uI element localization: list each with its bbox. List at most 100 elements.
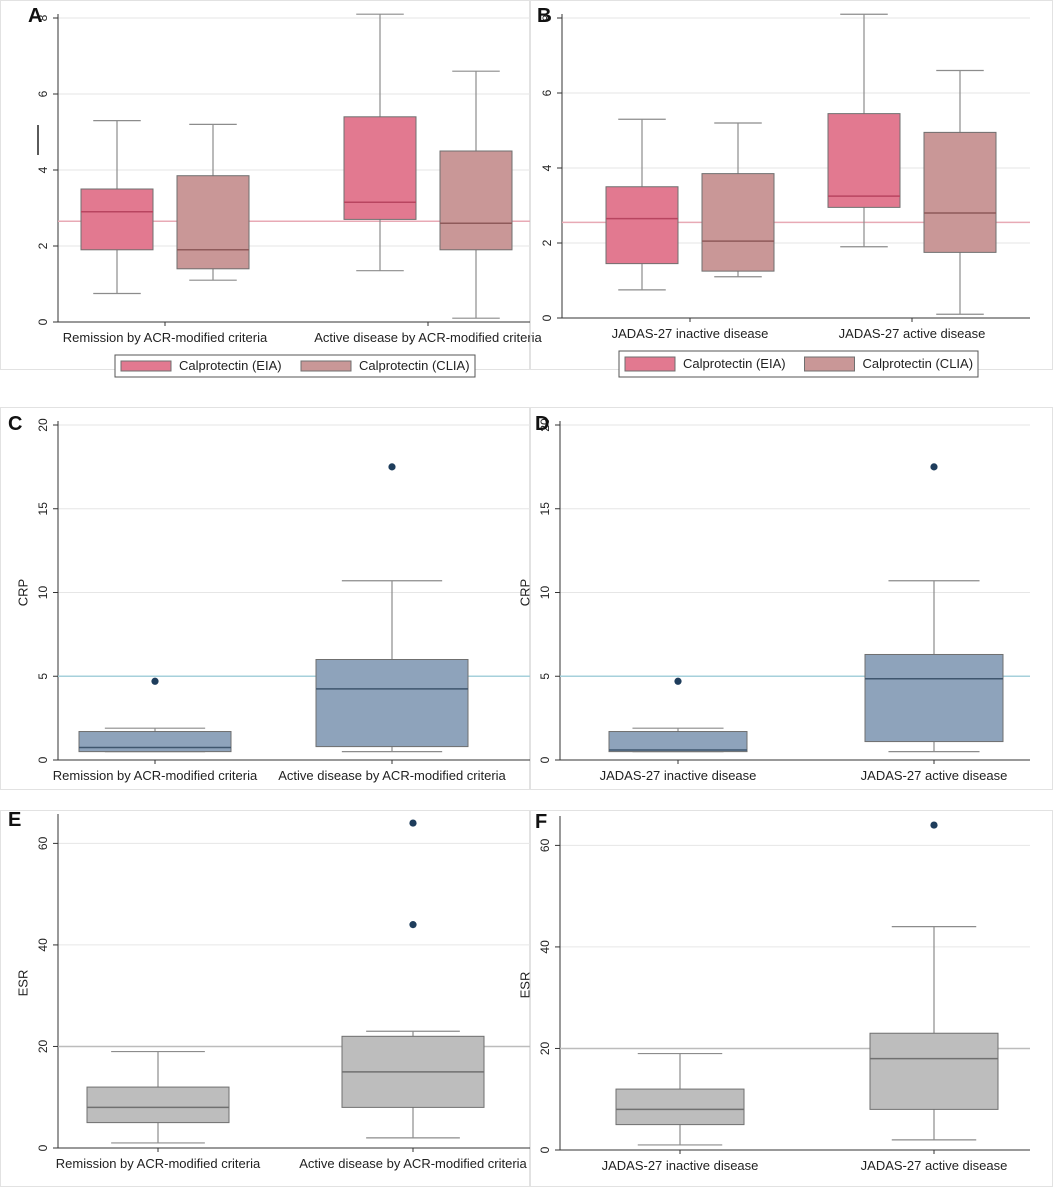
x-category-label: JADAS-27 active disease xyxy=(839,326,986,341)
panel-e: 0 20 40 60 ESR Remission by ACR-modified crit… xyxy=(0,809,530,1187)
y-tick-label: 20 xyxy=(36,1039,50,1053)
y-tick-label: 60 xyxy=(538,838,552,852)
box-iqr xyxy=(608,731,748,753)
box-crp xyxy=(78,727,232,753)
box-crp xyxy=(864,580,1004,753)
box-iqr xyxy=(923,131,997,253)
panel-frame xyxy=(0,810,530,1187)
box-iqr xyxy=(80,188,154,251)
box-iqr xyxy=(439,150,513,251)
legend-label: Calprotectin (CLIA) xyxy=(359,358,470,373)
y-tick-label: 6 xyxy=(36,90,50,97)
y-tick-label: 15 xyxy=(36,502,50,516)
box-esr xyxy=(86,1050,230,1144)
outlier-point xyxy=(409,921,417,929)
box-calprotectin-eia xyxy=(605,118,679,291)
y-tick-label: 0 xyxy=(36,756,50,763)
x-category-label: JADAS-27 inactive disease xyxy=(602,1158,759,1173)
x-category-label: JADAS-27 active disease xyxy=(861,768,1008,783)
x-category-label: JADAS-27 inactive disease xyxy=(612,326,769,341)
legend-label: Calprotectin (CLIA) xyxy=(863,356,974,371)
panel-frame xyxy=(0,407,530,790)
y-tick-label: 8 xyxy=(36,14,50,21)
y-tick-label: 4 xyxy=(540,164,554,171)
y-tick-label: 0 xyxy=(540,314,554,321)
y-axis-label: ESR xyxy=(15,970,30,997)
y-tick-label: 20 xyxy=(538,418,552,432)
x-category-label: Active disease by ACR-modified criteria xyxy=(278,768,506,783)
x-category-label: JADAS-27 active disease xyxy=(861,1158,1008,1173)
y-axis-label: ESR xyxy=(517,972,532,999)
panel-letter: E xyxy=(8,809,21,831)
box-calprotectin-clia xyxy=(701,122,775,278)
legend-swatch xyxy=(300,360,352,372)
box-iqr xyxy=(315,659,469,748)
legend: Calprotectin (EIA) Calprotectin (CLIA) xyxy=(618,350,979,378)
box-crp xyxy=(315,580,469,753)
y-tick-label: 5 xyxy=(538,673,552,680)
y-tick-label: 0 xyxy=(538,756,552,763)
box-calprotectin-clia xyxy=(923,69,997,315)
y-tick-label: 20 xyxy=(36,418,50,432)
y-tick-label: 4 xyxy=(36,166,50,173)
y-tick-label: 8 xyxy=(540,14,554,21)
box-iqr xyxy=(343,116,417,220)
x-category-label: Remission by ACR-modified criteria xyxy=(53,768,258,783)
panel-letter: D xyxy=(535,413,549,435)
y-tick-label: 0 xyxy=(36,1144,50,1151)
box-esr xyxy=(615,1052,745,1146)
panel-b: 0 2 4 6 8 JADAS-27 inactive disease JADAS-27 a… xyxy=(530,0,1053,378)
x-category-label: Remission by ACR-modified criteria xyxy=(56,1156,261,1171)
box-iqr xyxy=(86,1086,230,1124)
y-tick-label: 10 xyxy=(36,586,50,600)
outlier-point xyxy=(409,819,417,827)
outlier-point xyxy=(930,463,938,471)
box-iqr xyxy=(78,731,232,753)
box-calprotectin-eia xyxy=(80,119,154,295)
legend-label: Calprotectin (EIA) xyxy=(683,356,786,371)
y-tick-label: 5 xyxy=(36,673,50,680)
panel-a: 0 2 4 6 8 Remission by ACR-modified criteria A… xyxy=(0,0,543,378)
box-calprotectin-clia xyxy=(176,123,250,281)
panel-frame xyxy=(530,810,1053,1187)
panel-c: 0 5 10 15 20 CRP Remission by ACR-modified cri… xyxy=(0,407,530,790)
outlier-point xyxy=(388,463,396,471)
box-iqr xyxy=(176,175,250,270)
box-iqr xyxy=(615,1088,745,1126)
legend-swatch xyxy=(804,356,855,372)
legend-label: Calprotectin (EIA) xyxy=(179,358,282,373)
box-iqr xyxy=(869,1032,999,1110)
legend-swatch xyxy=(120,360,172,372)
box-esr xyxy=(341,1030,485,1139)
panel-letter: A xyxy=(28,5,42,27)
y-tick-label: 40 xyxy=(36,938,50,952)
y-tick-label: 40 xyxy=(538,940,552,954)
legend-box xyxy=(618,350,979,378)
panel-letter: B xyxy=(537,5,551,27)
outlier-point xyxy=(151,677,159,685)
legend-swatch xyxy=(624,356,676,372)
panel-d: 0 5 10 15 20 CRP JADAS-27 inactive disease JADA… xyxy=(517,407,1053,790)
outlier-point xyxy=(674,677,682,685)
x-category-label: JADAS-27 inactive disease xyxy=(600,768,757,783)
x-category-label: Active disease by ACR-modified criteria xyxy=(299,1156,527,1171)
box-iqr xyxy=(605,186,679,265)
x-category-label: Remission by ACR-modified criteria xyxy=(63,330,268,345)
panel-letter: F xyxy=(535,811,547,833)
outlier-point xyxy=(930,821,938,829)
x-category-label: Active disease by ACR-modified criteria xyxy=(314,330,542,345)
legend-box xyxy=(114,354,476,378)
y-axis-label: CRP xyxy=(15,579,30,606)
box-crp xyxy=(608,727,748,753)
y-tick-label: 15 xyxy=(538,502,552,516)
box-esr xyxy=(869,926,999,1141)
y-tick-label: 2 xyxy=(36,242,50,249)
y-tick-label: 20 xyxy=(538,1041,552,1055)
y-tick-label: 60 xyxy=(36,836,50,850)
box-iqr xyxy=(864,653,1004,743)
box-calprotectin-eia xyxy=(343,13,417,272)
panel-letter: C xyxy=(8,413,22,435)
box-calprotectin-eia xyxy=(827,13,901,248)
y-tick-label: 2 xyxy=(540,239,554,246)
